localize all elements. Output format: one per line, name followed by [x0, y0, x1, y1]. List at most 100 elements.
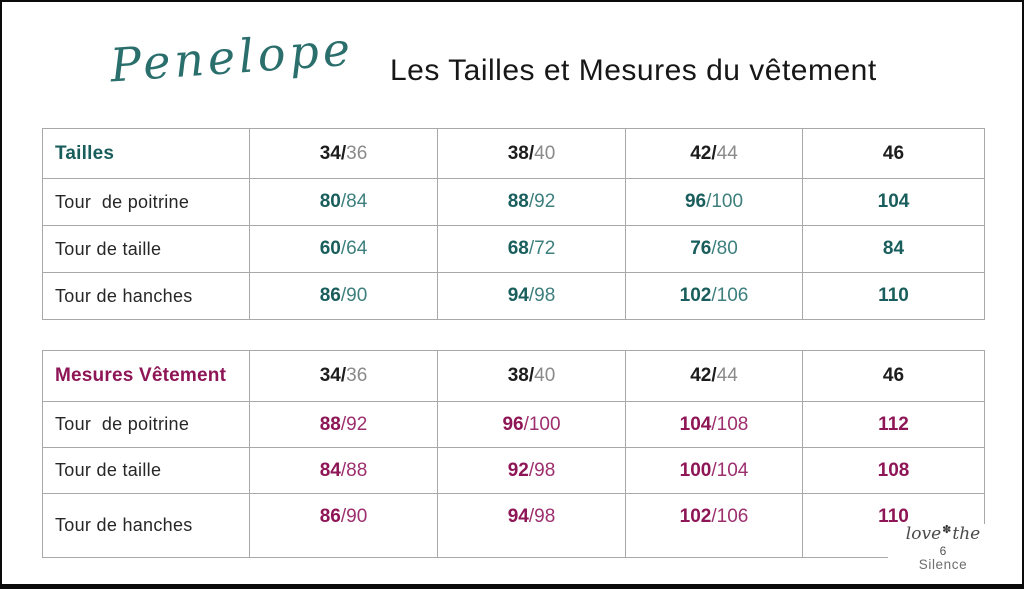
size-value-sub: 36 — [346, 365, 368, 386]
measure-label: Tour de hanches — [42, 493, 250, 558]
measure-value: 110 — [802, 272, 985, 320]
measure-value: 80/84 — [249, 178, 438, 226]
value-sub: /88 — [340, 459, 368, 481]
size-column-header: 34/36 — [249, 350, 438, 402]
table-header-row: Tailles 34/36 38/40 42/44 46 — [42, 128, 985, 179]
measure-value: 100/104 — [625, 447, 803, 494]
value-sub: /90 — [340, 285, 368, 306]
value-sub: /106 — [711, 285, 749, 306]
size-value-main: 42/ — [690, 142, 717, 164]
page-number: 6 — [939, 544, 947, 559]
value-sub: /80 — [711, 238, 738, 259]
measure-value: 94/98 — [437, 272, 626, 320]
garment-measures-table: Mesures Vêtement 34/36 38/40 42/44 46 To… — [42, 350, 985, 558]
brand-word-the: the — [952, 524, 981, 545]
brand-script-line: love✽the — [888, 524, 998, 544]
value-main: 110 — [878, 285, 909, 306]
value-main: 84 — [882, 238, 905, 259]
size-value-main: 38/ — [507, 142, 535, 164]
brand-name-silence: Silence — [918, 556, 968, 572]
size-column-header: 46 — [802, 350, 985, 402]
table-row: Tour de hanches 86/90 94/98 102/106 110 — [42, 493, 985, 558]
table-row: Tour de poitrine 88/92 96/100 104/108 11… — [42, 401, 985, 448]
table-title-tailles: Tailles — [42, 128, 250, 179]
measure-value: 96/100 — [625, 178, 803, 226]
brand-word-love: love — [905, 524, 942, 545]
value-main: 68 — [507, 238, 529, 259]
measure-value: 104 — [802, 178, 985, 226]
value-main: 100 — [679, 459, 712, 481]
value-main: 94 — [507, 506, 529, 527]
value-sub: /98 — [528, 506, 556, 527]
table-row: Tour de hanches 86/90 94/98 102/106 110 — [42, 272, 985, 320]
measure-value: 84 — [802, 225, 985, 273]
flower-icon: ✽ — [942, 523, 952, 537]
value-main: 76 — [690, 238, 712, 259]
measure-label: Tour de hanches — [42, 272, 250, 320]
value-main: 108 — [877, 459, 910, 481]
value-sub: /106 — [711, 506, 749, 527]
size-column-header: 42/44 — [625, 128, 803, 179]
size-value-sub: 40 — [534, 365, 556, 386]
value-main: 80 — [319, 191, 341, 212]
value-main: 86 — [319, 285, 341, 306]
measure-value: 96/100 — [437, 401, 626, 448]
measure-value: 108 — [802, 447, 985, 494]
size-value-main: 46 — [882, 142, 905, 164]
measure-value: 60/64 — [249, 225, 438, 273]
value-main: 102 — [679, 506, 712, 527]
size-column-header: 46 — [802, 128, 985, 179]
table-row: Tour de taille 60/64 68/72 76/80 84 — [42, 225, 985, 273]
size-column-header: 38/40 — [437, 350, 626, 402]
measure-value: 84/88 — [249, 447, 438, 494]
value-main: 104 — [877, 191, 910, 212]
body-sizes-table: Tailles 34/36 38/40 42/44 46 Tour de poi… — [42, 128, 985, 320]
value-main: 96 — [502, 413, 524, 435]
size-value-sub: 44 — [716, 365, 738, 386]
size-column-header: 34/36 — [249, 128, 438, 179]
value-sub: /64 — [340, 238, 368, 259]
value-main: 96 — [684, 191, 707, 212]
brand-mark: love✽the 6 Silence — [888, 524, 998, 572]
measure-label: Tour de poitrine — [42, 401, 250, 448]
table-title-mesures-vetement: Mesures Vêtement — [42, 350, 250, 402]
table-header-row: Mesures Vêtement 34/36 38/40 42/44 46 — [42, 350, 985, 402]
value-main: 88 — [319, 413, 341, 435]
measure-label: Tour de taille — [42, 447, 250, 494]
measure-value: 68/72 — [437, 225, 626, 273]
size-column-header: 42/44 — [625, 350, 803, 402]
value-sub: /100 — [706, 191, 744, 212]
value-main: 60 — [319, 238, 341, 259]
table-row: Tour de poitrine 80/84 88/92 96/100 104 — [42, 178, 985, 226]
table-row: Tour de taille 84/88 92/98 100/104 108 — [42, 447, 985, 494]
value-main: 92 — [507, 459, 529, 481]
page-title: Les Tailles et Mesures du vêtement — [390, 54, 877, 87]
size-value-sub: 40 — [534, 142, 556, 164]
size-value-main: 34/ — [319, 142, 347, 164]
value-main: 94 — [507, 285, 529, 306]
value-sub: /72 — [528, 238, 556, 259]
measure-value: 102/106 — [625, 493, 803, 558]
measure-value: 104/108 — [625, 401, 803, 448]
size-value-main: 38/ — [507, 365, 535, 386]
value-sub: /92 — [528, 191, 556, 212]
value-main: 86 — [319, 506, 341, 527]
size-column-header: 38/40 — [437, 128, 626, 179]
value-sub: /100 — [523, 413, 561, 435]
value-main: 112 — [878, 413, 909, 435]
size-value-main: 42/ — [690, 365, 717, 386]
measure-label: Tour de taille — [42, 225, 250, 273]
value-main: 102 — [679, 285, 712, 306]
value-sub: /108 — [711, 413, 749, 435]
size-value-sub: 36 — [346, 142, 368, 164]
value-main: 110 — [878, 506, 909, 527]
value-main: 88 — [507, 191, 529, 212]
measure-value: 88/92 — [249, 401, 438, 448]
value-sub: /84 — [340, 191, 368, 212]
measure-value: 92/98 — [437, 447, 626, 494]
measure-label: Tour de poitrine — [42, 178, 250, 226]
size-value-main: 46 — [882, 365, 905, 386]
measure-value: 94/98 — [437, 493, 626, 558]
size-value-sub: 44 — [716, 142, 738, 164]
